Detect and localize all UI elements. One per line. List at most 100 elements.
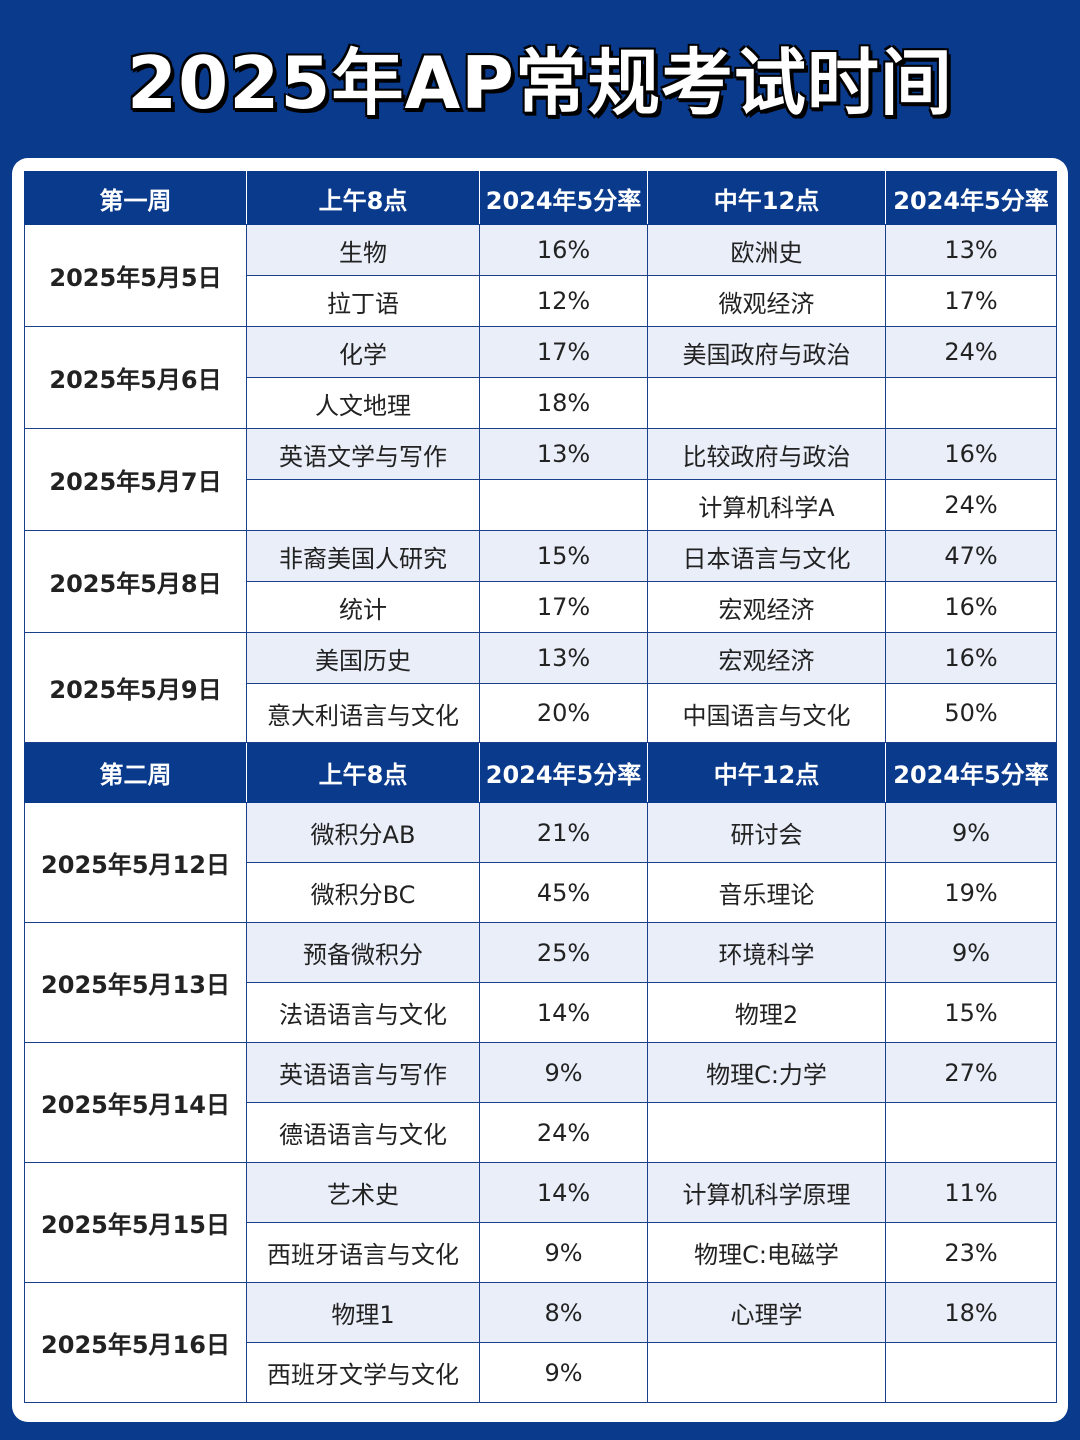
morning-subject: 生物 <box>246 224 480 276</box>
morning-rate: 12% <box>479 275 648 327</box>
noon-subject: 宏观经济 <box>647 632 886 684</box>
noon-rate: 15% <box>885 982 1057 1043</box>
column-header-noon: 中午12点 <box>647 171 886 225</box>
exam-date: 2025年5月6日 <box>24 326 247 429</box>
morning-subject: 意大利语言与文化 <box>246 683 480 743</box>
exam-schedule-table: 第一周 上午8点 2024年5分率 中午12点 2024年5分率 2025年5月… <box>24 171 1057 1403</box>
morning-rate: 20% <box>479 683 648 743</box>
morning-rate: 9% <box>479 1042 648 1103</box>
exam-date: 2025年5月12日 <box>24 802 247 923</box>
morning-rate <box>479 479 648 531</box>
noon-rate: 18% <box>885 1282 1057 1343</box>
morning-rate: 24% <box>479 1102 648 1163</box>
column-header-noon: 中午12点 <box>647 742 886 803</box>
morning-subject: 法语语言与文化 <box>246 982 480 1043</box>
table-row: 2025年5月13日 预备微积分 25% 环境科学 9% <box>24 922 1057 1043</box>
morning-rate: 45% <box>479 862 648 923</box>
noon-rate: 9% <box>885 802 1057 863</box>
morning-subject: 西班牙文学与文化 <box>246 1342 480 1403</box>
noon-rate <box>885 1102 1057 1163</box>
column-header-rate: 2024年5分率 <box>479 171 648 225</box>
exam-date: 2025年5月15日 <box>24 1162 247 1283</box>
morning-rate: 8% <box>479 1282 648 1343</box>
table-row: 德语语言与文化 24% <box>25 1102 1057 1163</box>
noon-subject: 物理C:力学 <box>647 1042 886 1103</box>
noon-subject <box>647 377 886 429</box>
noon-subject: 微观经济 <box>647 275 886 327</box>
exam-date: 2025年5月7日 <box>24 428 247 531</box>
column-header-morning: 上午8点 <box>246 742 480 803</box>
noon-rate: 27% <box>885 1042 1057 1103</box>
morning-rate: 21% <box>479 802 648 863</box>
table-row: 拉丁语 12% 微观经济 17% <box>25 275 1057 327</box>
morning-subject: 微积分AB <box>246 802 480 863</box>
table-row: 人文地理 18% <box>25 377 1057 429</box>
table-row: 2025年5月7日 英语文学与写作 13% 比较政府与政治 16% <box>24 428 1057 531</box>
noon-subject <box>647 1342 886 1403</box>
table-row: 西班牙文学与文化 9% <box>25 1342 1057 1403</box>
morning-subject: 预备微积分 <box>246 922 480 983</box>
table-row: 西班牙语言与文化 9% 物理C:电磁学 23% <box>25 1222 1057 1283</box>
noon-subject: 计算机科学A <box>647 479 886 531</box>
noon-subject: 环境科学 <box>647 922 886 983</box>
morning-subject: 非裔美国人研究 <box>246 530 480 582</box>
noon-subject: 日本语言与文化 <box>647 530 886 582</box>
morning-rate: 16% <box>479 224 648 276</box>
noon-rate: 24% <box>885 326 1057 378</box>
morning-subject: 人文地理 <box>246 377 480 429</box>
exam-date: 2025年5月14日 <box>24 1042 247 1163</box>
table-row: 2025年5月6日 化学 17% 美国政府与政治 24% <box>24 326 1057 429</box>
column-header-rate: 2024年5分率 <box>885 171 1057 225</box>
noon-rate: 19% <box>885 862 1057 923</box>
noon-rate: 24% <box>885 479 1057 531</box>
morning-subject: 化学 <box>246 326 480 378</box>
exam-date: 2025年5月16日 <box>24 1282 247 1403</box>
page-title: 2025年AP常规考试时间 <box>127 41 953 125</box>
noon-rate: 23% <box>885 1222 1057 1283</box>
morning-rate: 9% <box>479 1222 648 1283</box>
noon-subject <box>647 1102 886 1163</box>
week-header-row: 第一周 上午8点 2024年5分率 中午12点 2024年5分率 <box>24 171 1057 225</box>
noon-rate: 16% <box>885 632 1057 684</box>
week-label: 第一周 <box>24 171 247 225</box>
noon-subject: 物理C:电磁学 <box>647 1222 886 1283</box>
noon-subject: 中国语言与文化 <box>647 683 886 743</box>
morning-subject: 美国历史 <box>246 632 480 684</box>
exam-date: 2025年5月5日 <box>24 224 247 327</box>
morning-subject: 拉丁语 <box>246 275 480 327</box>
noon-subject: 心理学 <box>647 1282 886 1343</box>
morning-rate: 14% <box>479 1162 648 1223</box>
noon-rate: 13% <box>885 224 1057 276</box>
morning-rate: 14% <box>479 982 648 1043</box>
morning-rate: 17% <box>479 581 648 633</box>
noon-subject: 物理2 <box>647 982 886 1043</box>
morning-rate: 18% <box>479 377 648 429</box>
noon-rate <box>885 1342 1057 1403</box>
noon-rate: 16% <box>885 581 1057 633</box>
noon-subject: 研讨会 <box>647 802 886 863</box>
table-row: 2025年5月15日 艺术史 14% 计算机科学原理 11% <box>24 1162 1057 1283</box>
table-row: 统计 17% 宏观经济 16% <box>25 581 1057 633</box>
table-row: 2025年5月12日 微积分AB 21% 研讨会 9% <box>24 802 1057 923</box>
noon-rate: 50% <box>885 683 1057 743</box>
noon-subject: 美国政府与政治 <box>647 326 886 378</box>
week-header-row: 第二周 上午8点 2024年5分率 中午12点 2024年5分率 <box>24 742 1057 803</box>
table-row: 2025年5月14日 英语语言与写作 9% 物理C:力学 27% <box>24 1042 1057 1163</box>
noon-subject: 欧洲史 <box>647 224 886 276</box>
noon-rate: 11% <box>885 1162 1057 1223</box>
morning-subject: 德语语言与文化 <box>246 1102 480 1163</box>
table-row: 2025年5月16日 物理1 8% 心理学 18% <box>24 1282 1057 1403</box>
morning-subject: 艺术史 <box>246 1162 480 1223</box>
morning-rate: 15% <box>479 530 648 582</box>
morning-subject: 英语文学与写作 <box>246 428 480 480</box>
noon-rate: 17% <box>885 275 1057 327</box>
morning-rate: 13% <box>479 428 648 480</box>
table-row: 2025年5月8日 非裔美国人研究 15% 日本语言与文化 47% <box>24 530 1057 633</box>
morning-subject: 英语语言与写作 <box>246 1042 480 1103</box>
noon-subject: 音乐理论 <box>647 862 886 923</box>
noon-rate: 9% <box>885 922 1057 983</box>
morning-subject <box>246 479 480 531</box>
morning-rate: 9% <box>479 1342 648 1403</box>
table-row: 2025年5月9日 美国历史 13% 宏观经济 16% <box>24 632 1057 743</box>
morning-subject: 西班牙语言与文化 <box>246 1222 480 1283</box>
